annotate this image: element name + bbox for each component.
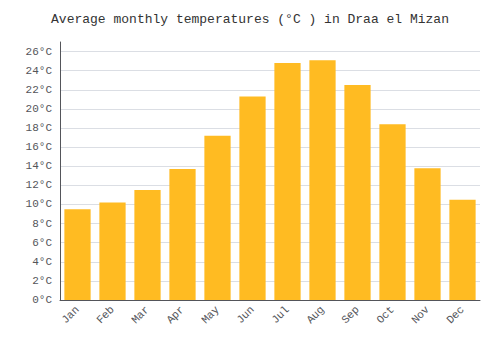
svg-text:16°C: 16°C — [26, 141, 53, 153]
svg-text:Sep: Sep — [339, 304, 361, 326]
svg-text:4°C: 4°C — [32, 256, 52, 268]
svg-text:Dec: Dec — [444, 304, 466, 326]
svg-text:26°C: 26°C — [26, 46, 53, 58]
svg-text:Apr: Apr — [164, 304, 186, 326]
svg-text:Jun: Jun — [234, 304, 256, 326]
svg-text:Aug: Aug — [304, 304, 326, 326]
svg-text:18°C: 18°C — [26, 122, 53, 134]
svg-text:2°C: 2°C — [32, 275, 52, 287]
svg-text:0°C: 0°C — [32, 294, 52, 306]
svg-text:Jul: Jul — [269, 304, 291, 326]
svg-text:20°C: 20°C — [26, 103, 53, 115]
svg-text:Nov: Nov — [409, 303, 432, 326]
svg-text:12°C: 12°C — [26, 179, 53, 191]
svg-text:Oct: Oct — [374, 304, 396, 326]
svg-text:22°C: 22°C — [26, 84, 53, 96]
svg-text:Feb: Feb — [94, 304, 116, 326]
svg-text:14°C: 14°C — [26, 160, 53, 172]
svg-text:Jan: Jan — [59, 304, 81, 326]
svg-text:Mar: Mar — [129, 304, 151, 326]
svg-text:24°C: 24°C — [26, 65, 53, 77]
svg-text:10°C: 10°C — [26, 198, 53, 210]
svg-text:8°C: 8°C — [32, 218, 52, 230]
svg-text:6°C: 6°C — [32, 237, 52, 249]
svg-text:Average monthly temperatures (: Average monthly temperatures (°C ) in Dr… — [51, 12, 449, 27]
svg-text:May: May — [199, 303, 222, 326]
